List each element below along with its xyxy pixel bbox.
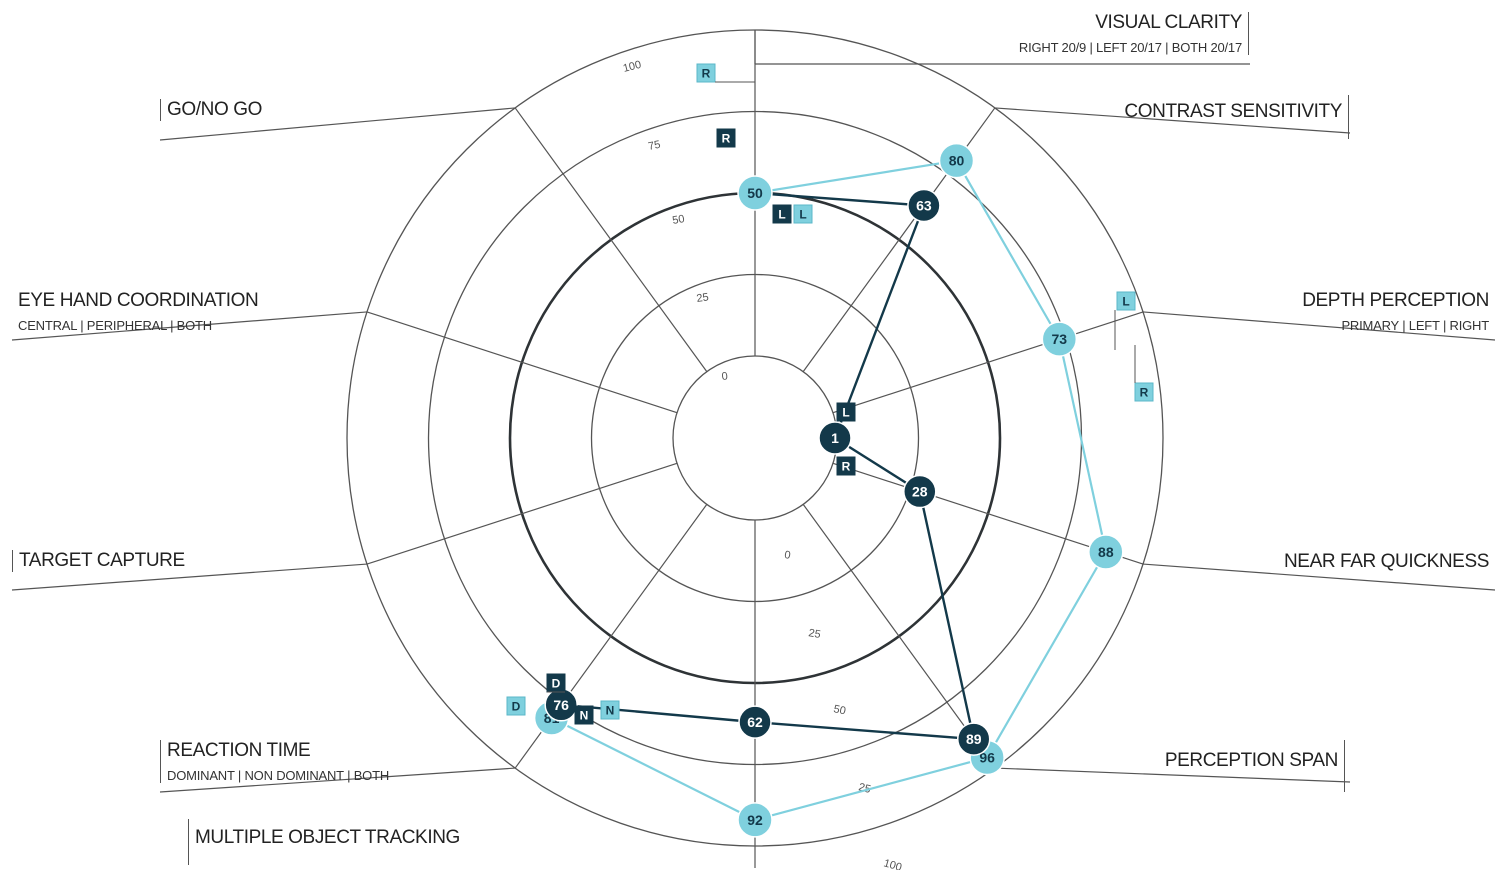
leader-go-no-go: [159, 107, 516, 141]
leader-eye-hand-coordination: [11, 311, 368, 341]
marker-7-box: [836, 456, 856, 476]
tick-lower-2: 50: [832, 703, 846, 717]
tick-upper-2: 50: [671, 213, 685, 227]
series-0-value-depth-perception: 73: [1052, 331, 1068, 347]
tick-upper-3: 75: [647, 139, 661, 153]
series-0-point-contrast-sensitivity: [938, 142, 975, 179]
series-0-line: [551, 159, 1107, 822]
label-perception-span: PERCEPTION SPAN: [1165, 740, 1345, 792]
marker-9-text: N: [580, 709, 589, 723]
series-1-value-near-far-quickness: 28: [912, 484, 928, 500]
tick-upper-0: 0: [721, 370, 728, 383]
marker-1-box: [716, 128, 736, 148]
marker-0-text: R: [702, 67, 711, 81]
label-depth-sub: PRIMARY | LEFT | RIGHT: [1341, 318, 1489, 333]
spoke-depth-perception: [832, 311, 1144, 414]
leader-contrast-sensitivity: [994, 107, 1351, 134]
series-1-point-perception-span: [956, 722, 991, 756]
label-target-capture-title: TARGET CAPTURE: [19, 550, 185, 571]
spoke-target-capture: [366, 462, 678, 565]
label-eye-hand-sub: CENTRAL | PERIPHERAL | BOTH: [18, 318, 212, 333]
marker-8-text: D: [552, 677, 561, 691]
marker-5-box: [1134, 382, 1154, 402]
leader-near-far-quickness: [1142, 563, 1495, 591]
series-1-point-near-far-quickness: [903, 474, 937, 509]
leader-depth-perception: [1142, 311, 1495, 341]
series-0-value-contrast-sensitivity: 80: [949, 153, 965, 169]
series-1-value-perception-span: 89: [966, 731, 982, 747]
marker-11-text: N: [606, 704, 615, 718]
marker-5-text: R: [1140, 386, 1149, 400]
marker-3-text: L: [799, 208, 806, 222]
label-depth-title: DEPTH PERCEPTION: [1302, 290, 1489, 311]
series-1-value-contrast-sensitivity: 63: [916, 198, 932, 214]
label-depth-perception: DEPTH PERCEPTION PRIMARY | LEFT | RIGHT: [1302, 290, 1489, 333]
series-0-value-near-far-quickness: 88: [1098, 544, 1114, 560]
label-go-no-go: GO/NO GO: [160, 99, 262, 121]
marker-10-box: [506, 696, 526, 716]
marker-11-box: [600, 700, 620, 720]
marker-7-text: R: [842, 460, 851, 474]
label-perception-span-title: PERCEPTION SPAN: [1164, 750, 1339, 771]
label-near-far-title: NEAR FAR QUICKNESS: [1283, 551, 1489, 572]
marker-6-box: [836, 402, 856, 422]
leader-target-capture: [11, 563, 368, 591]
label-go-no-go-title: GO/NO GO: [167, 99, 262, 120]
marker-2-box: [772, 204, 792, 224]
label-reaction-time-title: REACTION TIME: [167, 740, 311, 761]
series-1-point-depth-perception: [818, 421, 852, 455]
series-1-point-contrast-sensitivity: [907, 188, 941, 223]
series-0-point-depth-perception: [1041, 321, 1078, 357]
marker-10-text: D: [512, 700, 521, 714]
series-0-point-near-far-quickness: [1088, 534, 1124, 570]
label-contrast-sensitivity: CONTRAST SENSITIVITY: [1124, 95, 1349, 139]
label-visual-clarity-title: VISUAL CLARITY: [1095, 12, 1242, 33]
label-reaction-time: REACTION TIME DOMINANT | NON DOMINANT | …: [160, 740, 389, 783]
leader-perception-span: [994, 767, 1351, 783]
marker-4-text: L: [1122, 295, 1129, 309]
series-0-value-multiple-object-tracking: 92: [747, 812, 763, 828]
label-visual-clarity: VISUAL CLARITY RIGHT 20/9 | LEFT 20/17 |…: [1019, 12, 1249, 55]
tick-lower-0: 0: [784, 549, 792, 562]
tick-upper-4: 100: [622, 59, 643, 75]
marker-3-box: [793, 204, 813, 224]
series-1-value-reaction-time: 76: [553, 697, 569, 713]
spoke-eye-hand-coordination: [366, 311, 678, 414]
spoke-go-no-go: [514, 107, 708, 373]
marker-0-box: [696, 63, 716, 83]
spoke-perception-span: [802, 503, 996, 769]
label-visual-clarity-sub: RIGHT 20/9 | LEFT 20/17 | BOTH 20/17: [1018, 40, 1242, 55]
label-multiple-object-tracking: MULTIPLE OBJECT TRACKING: [188, 819, 460, 865]
series-0-point-visual-clarity: [737, 175, 773, 211]
series-0-value-visual-clarity: 50: [747, 185, 763, 201]
label-eye-hand-coordination: EYE HAND COORDINATION CENTRAL | PERIPHER…: [18, 290, 259, 333]
series-1-value-depth-perception: 1: [831, 430, 839, 446]
marker-4-box: [1116, 291, 1136, 311]
grid-ring-0: [672, 355, 838, 521]
series-1-value-multiple-object-tracking: 62: [747, 714, 763, 730]
series-0-point-multiple-object-tracking: [737, 802, 773, 838]
label-reaction-time-sub: DOMINANT | NON DOMINANT | BOTH: [167, 768, 390, 783]
label-eye-hand-title: EYE HAND COORDINATION: [18, 290, 259, 311]
label-target-capture: TARGET CAPTURE: [12, 550, 185, 572]
label-contrast-title: CONTRAST SENSITIVITY: [1124, 101, 1342, 122]
leader-reaction-time: [159, 767, 516, 793]
series-0-value-perception-span: 96: [979, 750, 995, 766]
marker-9-box: [574, 705, 594, 725]
marker-6-text: L: [842, 406, 849, 420]
tick-lower-4: 100: [882, 857, 903, 870]
tick-upper-1: 25: [696, 291, 710, 305]
marker-1-text: R: [722, 132, 731, 146]
tick-lower-1: 25: [807, 627, 821, 641]
label-near-far-quickness: NEAR FAR QUICKNESS: [1284, 551, 1489, 573]
marker-2-text: L: [778, 208, 785, 222]
series-1-point-multiple-object-tracking: [738, 705, 772, 739]
label-mot-title: MULTIPLE OBJECT TRACKING: [195, 827, 460, 848]
